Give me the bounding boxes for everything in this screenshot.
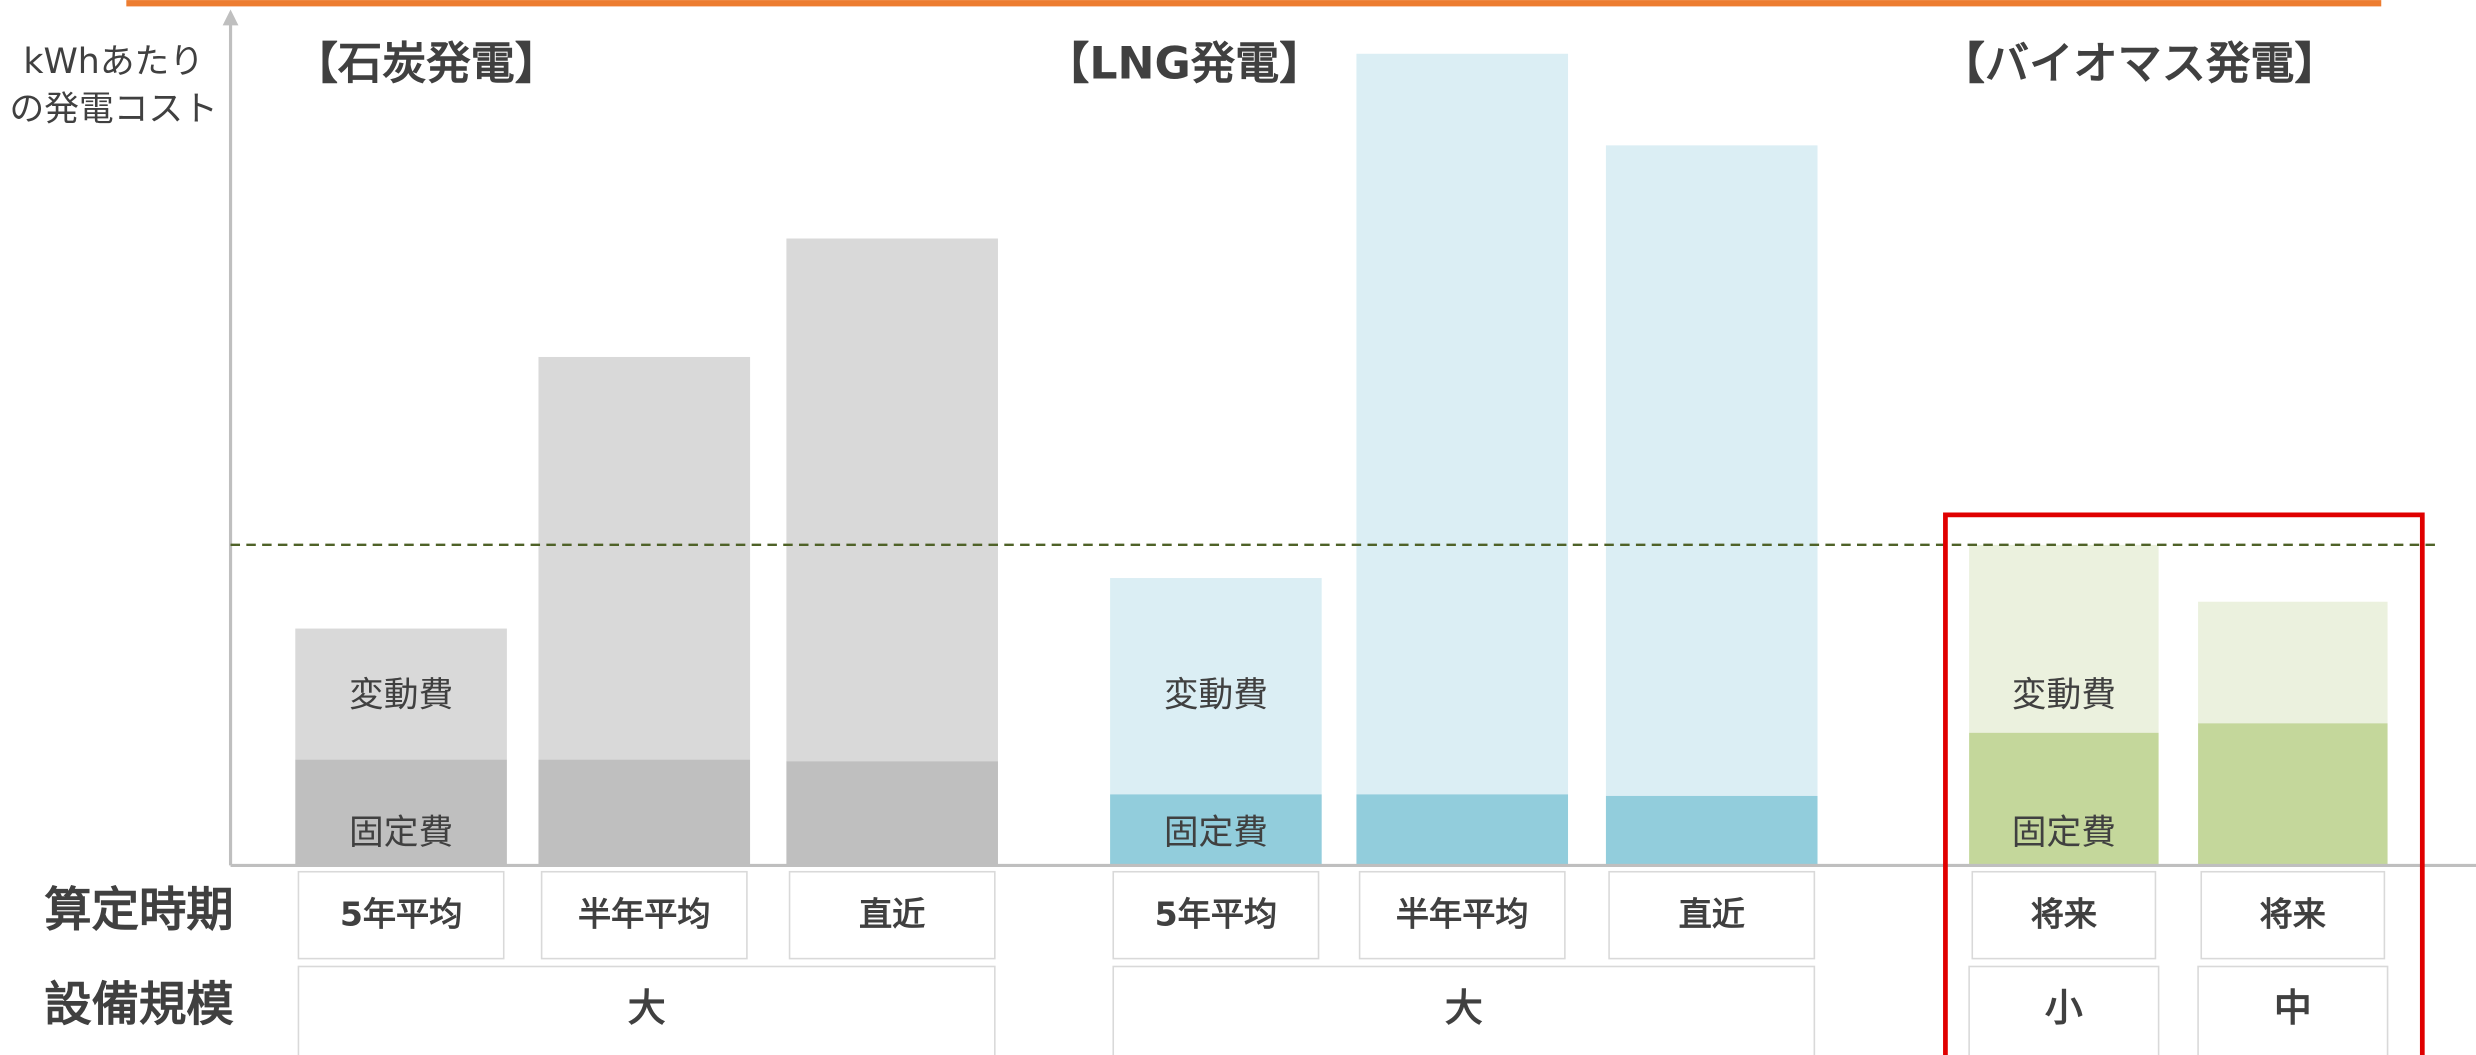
period-cell xyxy=(2200,870,2386,960)
bar-segment xyxy=(1969,544,2159,733)
segment-label: 変動費 xyxy=(2012,675,2116,715)
bar-segment xyxy=(538,356,751,760)
group-title: 【石炭発電】 xyxy=(294,38,559,89)
scale-label: 小 xyxy=(2045,986,2083,1030)
bar-segment xyxy=(538,759,751,866)
row-label: 設備規模 xyxy=(44,978,234,1033)
bar-segment xyxy=(1110,578,1322,795)
scale-cell xyxy=(1968,965,2160,1055)
group-title: 【バイオマス発電】 xyxy=(1941,38,2339,89)
period-cell xyxy=(1971,870,2157,960)
period-cell xyxy=(1358,870,1566,960)
top-accent xyxy=(126,0,2382,7)
period-label: 直近 xyxy=(859,894,925,933)
segment-label: 変動費 xyxy=(349,675,453,715)
bar-segment xyxy=(1356,53,1569,795)
period-cell xyxy=(1608,870,1816,960)
bar-segment xyxy=(1356,794,1569,866)
bar-segment xyxy=(1605,145,1818,796)
scale-label: 大 xyxy=(1445,986,1483,1030)
period-label: 直近 xyxy=(1679,894,1745,933)
period-label: 半年平均 xyxy=(578,894,711,933)
period-cell xyxy=(788,870,996,960)
scale-label: 大 xyxy=(628,986,666,1030)
bar-segment xyxy=(786,238,998,762)
y-axis-arrow xyxy=(222,9,239,26)
scale-label: 中 xyxy=(2274,986,2312,1030)
row-label: 算定時期 xyxy=(44,883,233,938)
bar-segment xyxy=(295,628,507,760)
period-label: 将来 xyxy=(2260,894,2327,933)
highlight-box xyxy=(1943,512,2425,1055)
bar-segment xyxy=(1969,732,2159,866)
period-label: 半年平均 xyxy=(1396,894,1529,933)
period-cell xyxy=(1112,870,1320,960)
segment-label: 固定費 xyxy=(349,813,453,853)
y-axis-label: の発電コスト xyxy=(10,90,218,130)
period-cell xyxy=(297,870,505,960)
bar-segment xyxy=(1110,794,1322,866)
period-cell xyxy=(540,870,748,960)
segment-label: 固定費 xyxy=(2012,813,2116,853)
scale-cell xyxy=(2197,965,2389,1055)
period-label: 将来 xyxy=(2031,894,2098,933)
scale-cell xyxy=(1112,965,1816,1055)
period-label: 5年平均 xyxy=(340,894,463,933)
bar-segment xyxy=(1605,795,1818,866)
bar-segment xyxy=(2198,601,2388,724)
bar-segment xyxy=(2198,723,2388,866)
segment-label: 変動費 xyxy=(1164,675,1268,715)
bar-segment xyxy=(786,761,998,866)
period-label: 5年平均 xyxy=(1155,894,1278,933)
y-axis-label: kWhあたり xyxy=(23,42,204,82)
scale-cell xyxy=(297,965,996,1055)
group-title: 【LNG発電】 xyxy=(1045,38,1323,89)
bar-segment xyxy=(295,759,507,866)
segment-label: 固定費 xyxy=(1164,813,1268,853)
